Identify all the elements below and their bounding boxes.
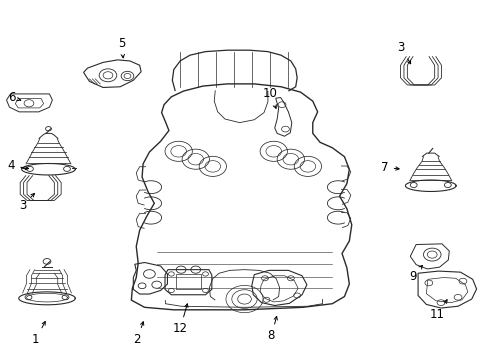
Text: 7: 7 bbox=[381, 161, 398, 174]
Text: 9: 9 bbox=[408, 265, 422, 283]
Bar bbox=[176, 274, 200, 289]
Text: 3: 3 bbox=[19, 193, 35, 212]
Text: 3: 3 bbox=[396, 41, 410, 64]
Text: 4: 4 bbox=[8, 159, 28, 172]
Text: 8: 8 bbox=[267, 316, 277, 342]
Text: 2: 2 bbox=[133, 322, 143, 346]
Text: 5: 5 bbox=[118, 37, 125, 58]
Text: 12: 12 bbox=[172, 304, 188, 335]
Text: 6: 6 bbox=[8, 91, 20, 104]
Text: 1: 1 bbox=[32, 321, 45, 346]
Text: 10: 10 bbox=[262, 87, 277, 108]
Text: 11: 11 bbox=[429, 300, 446, 321]
